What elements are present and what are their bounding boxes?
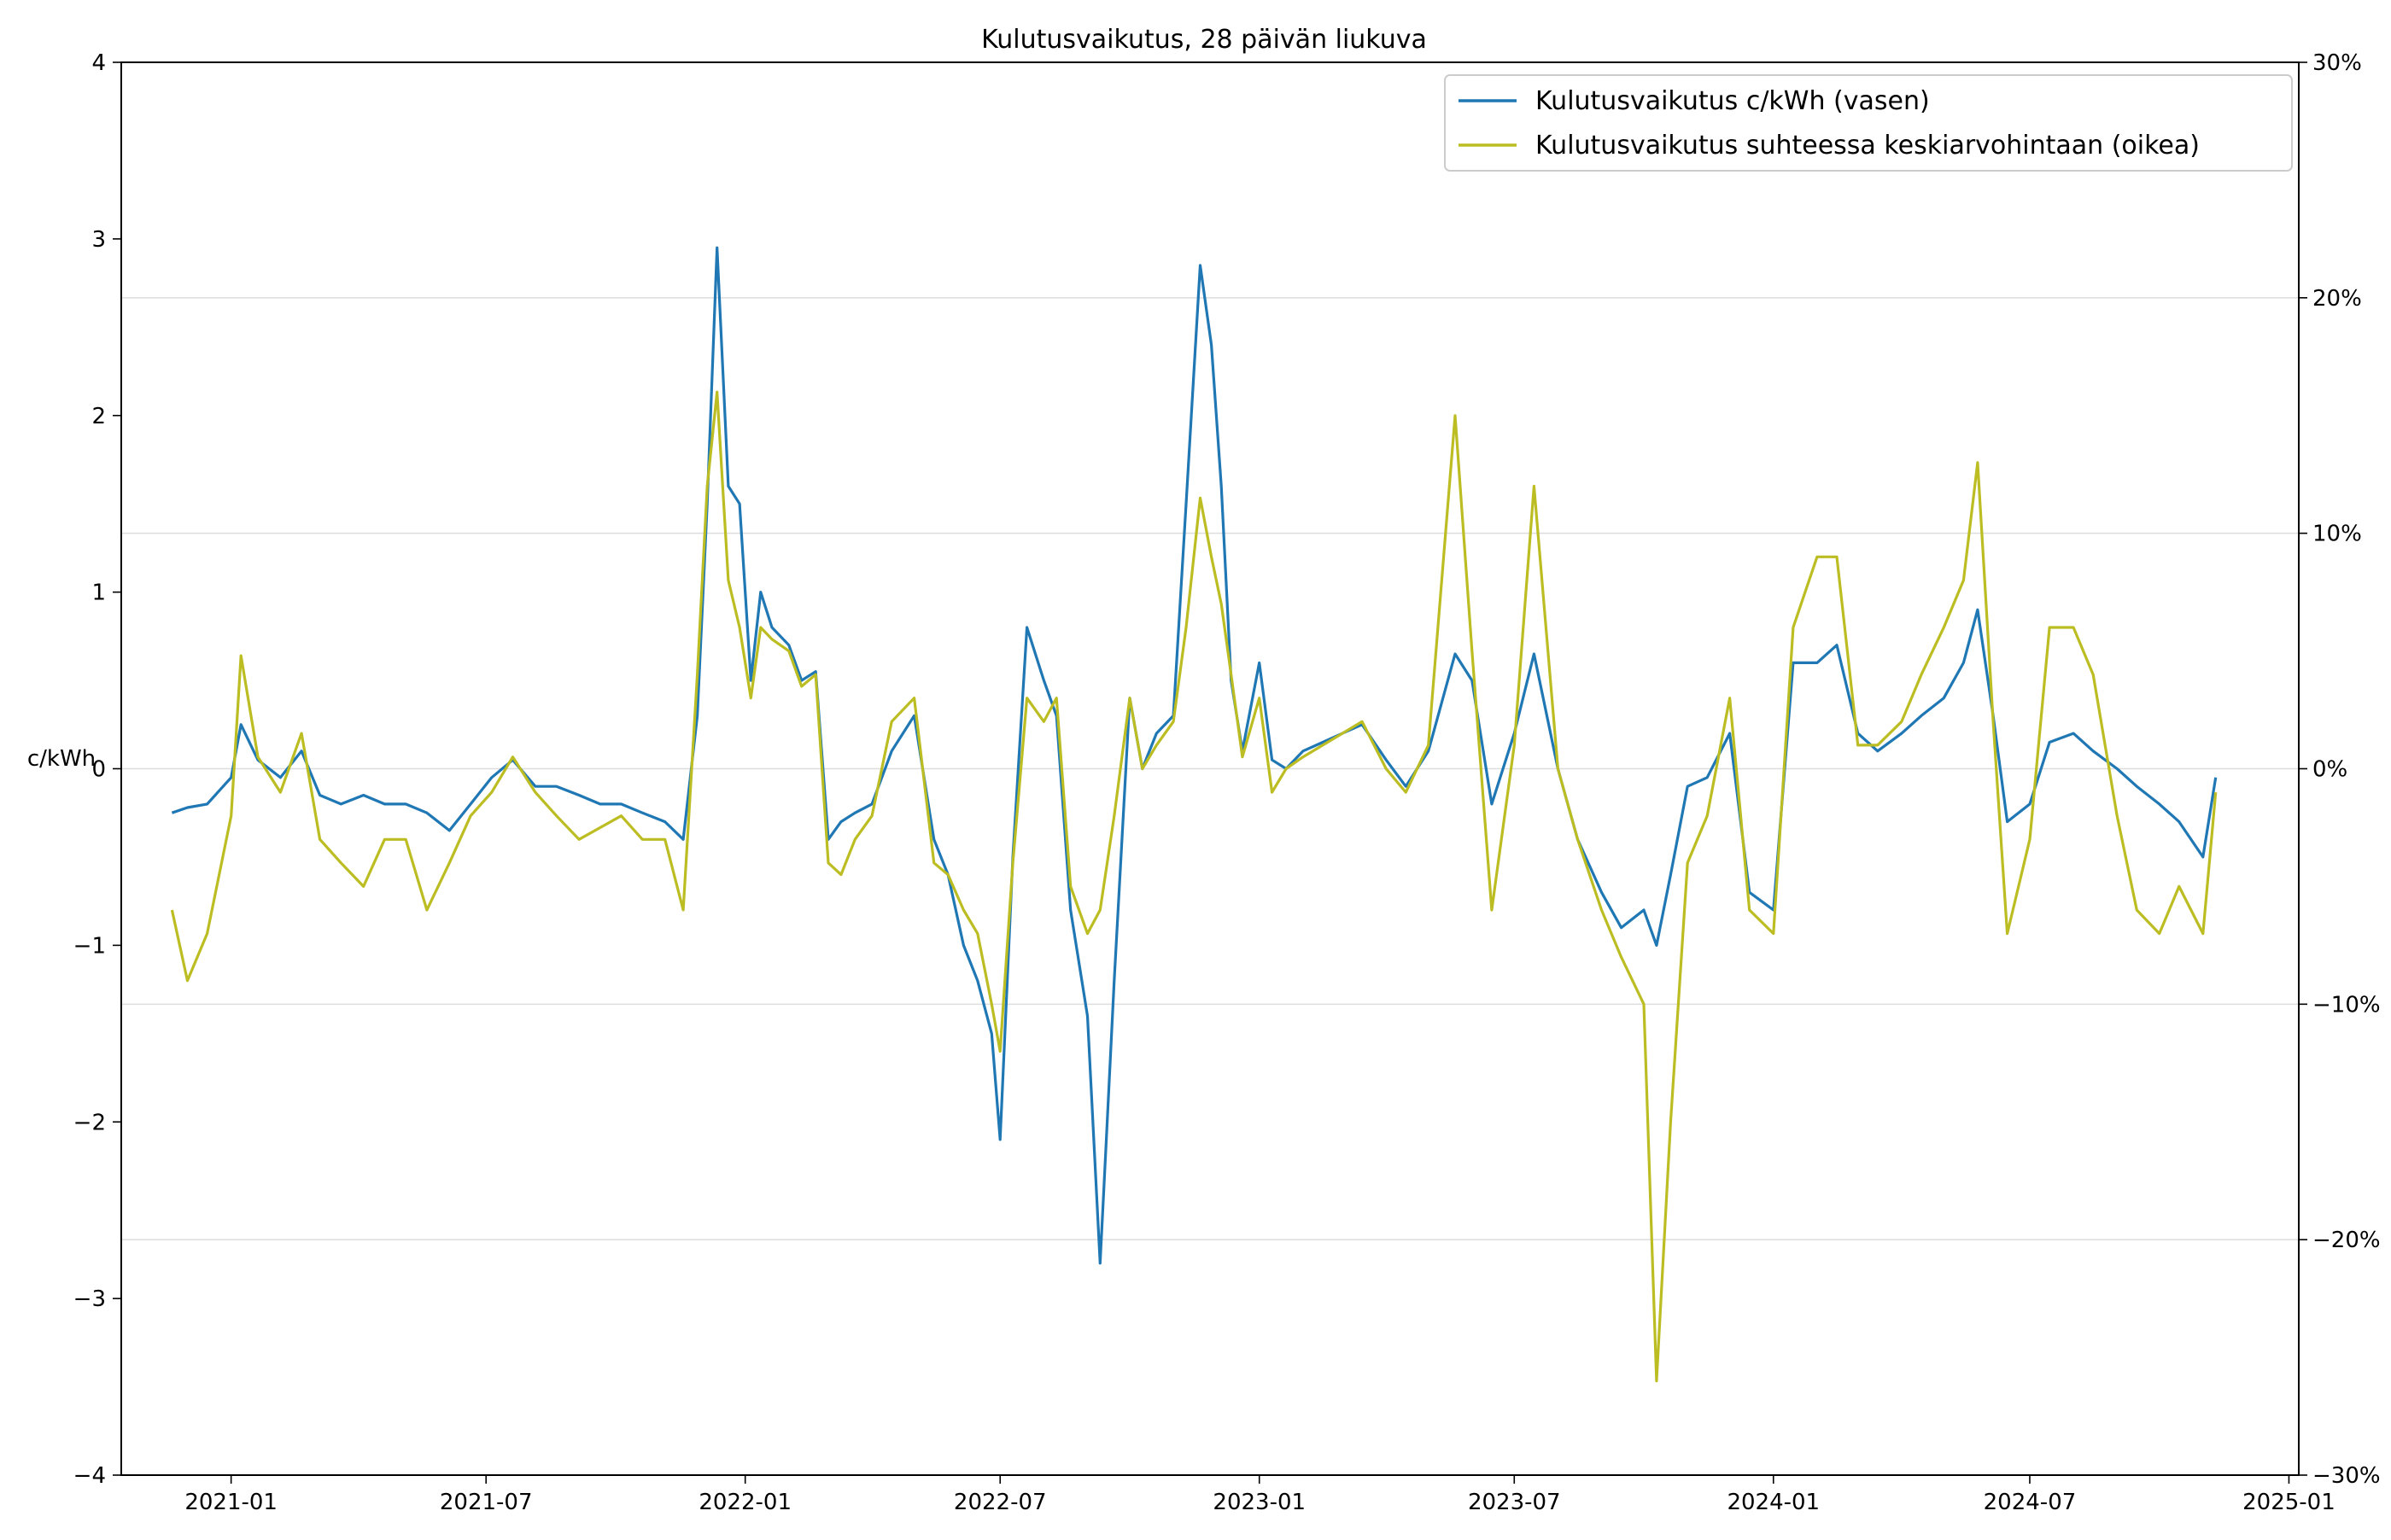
chart-title: Kulutusvaikutus, 28 päivän liukuva [981, 25, 1427, 55]
x-tick-label: 2022-07 [954, 1490, 1047, 1515]
series-line-2 [170, 390, 2218, 1383]
x-tick-label: 2023-07 [1468, 1490, 1561, 1515]
y-left-tick-label: 3 [91, 227, 106, 253]
x-tick-label: 2021-07 [440, 1490, 533, 1515]
y-right-tick-label: 30% [2312, 50, 2362, 76]
legend: Kulutusvaikutus c/kWh (vasen) Kulutusvai… [1444, 74, 2293, 172]
y-left-tick-label: 1 [91, 580, 106, 606]
y-left-tick-label: 4 [91, 50, 106, 76]
y-left-tick-label: 0 [91, 757, 106, 783]
y-right-tick-label: −10% [2312, 992, 2381, 1018]
y-right-tick-label: −20% [2312, 1228, 2381, 1253]
x-tick-label: 2025-01 [2242, 1490, 2335, 1515]
y-right-tick-label: −30% [2312, 1463, 2381, 1489]
x-tick-label: 2023-01 [1213, 1490, 1306, 1515]
legend-label-series-2: Kulutusvaikutus suhteessa keskiarvohinta… [1535, 131, 2200, 160]
y-right-tick-label: 10% [2312, 522, 2362, 547]
y-left-tick-label: −2 [73, 1110, 106, 1135]
legend-box [1444, 74, 2293, 172]
x-tick-label: 2022-01 [699, 1490, 792, 1515]
legend-label-series-1: Kulutusvaikutus c/kWh (vasen) [1535, 86, 1930, 116]
x-tick-label: 2024-01 [1727, 1490, 1820, 1515]
y-right-tick-label: 0% [2312, 757, 2347, 783]
y-right-tick-label: 20% [2312, 286, 2362, 312]
y-axis-left-label: c/kWh [27, 746, 96, 772]
y-left-tick-label: 2 [91, 404, 106, 429]
grid-lines [121, 297, 2299, 1240]
series-lines [170, 246, 2218, 1383]
x-tick-label: 2024-07 [1984, 1490, 2077, 1515]
y-left-tick-label: −1 [73, 933, 106, 959]
x-tick-label: 2021-01 [184, 1490, 278, 1515]
axes: −30% −20% −10% 0% 10% 20% 30% −4 −3 −2 −1 0 1 2 3 4 2021… [73, 50, 2381, 1515]
y-left-tick-label: −3 [73, 1286, 106, 1312]
y-left-tick-label: −4 [73, 1463, 106, 1489]
